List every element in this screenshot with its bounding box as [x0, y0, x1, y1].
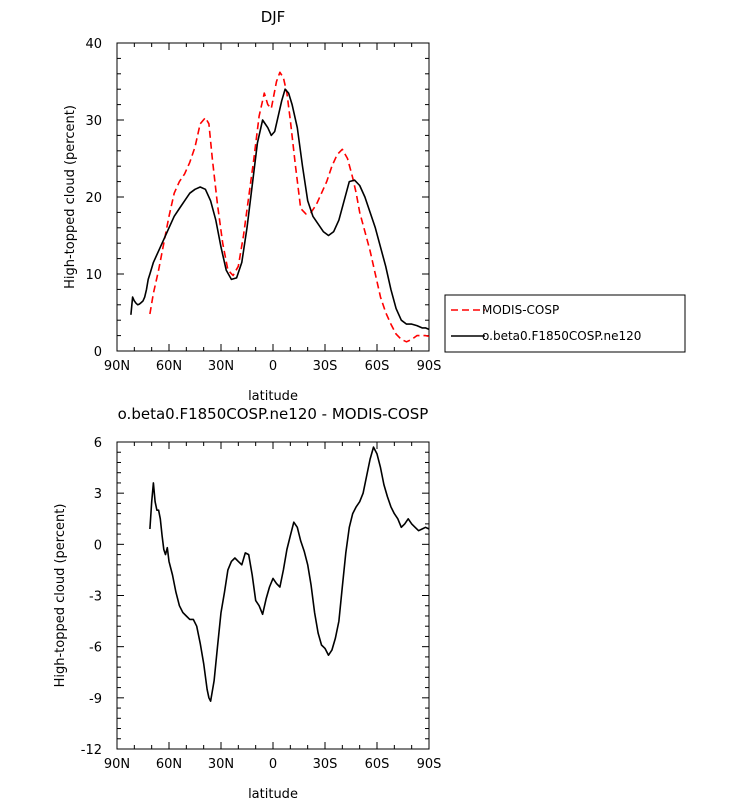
- panel2-x-axis-label: latitude: [248, 787, 298, 802]
- panel2-y-tick-label: -3: [89, 590, 102, 605]
- panel1-title: DJF: [261, 8, 286, 26]
- panel1-y-tick-label: 40: [85, 37, 102, 52]
- panel1-series-line-2: [130, 88, 430, 331]
- panel2-x-tick-label: 30S: [313, 757, 338, 772]
- panel1-y-tick-label: 10: [85, 268, 102, 283]
- panel2-y-axis-label: High-topped cloud (percent): [53, 504, 68, 688]
- panel1-x-tick-label: 0: [269, 359, 277, 374]
- panel2-x-tick-label: 90N: [104, 757, 130, 772]
- panel2-y-tick-label: 0: [94, 538, 102, 553]
- panel1-y-tick-label: 20: [85, 191, 102, 206]
- panel1-y-axis-label: High-topped cloud (percent): [63, 105, 78, 289]
- panel1-x-tick-label: 90S: [417, 359, 442, 374]
- panel1-x-tick-label: 30N: [208, 359, 234, 374]
- panel1-y-tick-label: 0: [94, 345, 102, 360]
- panel1-series-line-1: [149, 71, 430, 343]
- panel2-y-tick-label: 3: [94, 487, 102, 502]
- panel2-x-tick-label: 0: [269, 757, 277, 772]
- legend-entry-2: o.beta0.F1850COSP.ne120: [482, 329, 641, 343]
- panel1-x-tick-label: 90N: [104, 359, 130, 374]
- legend-box: [444, 294, 686, 353]
- panel2-plot-frame: [116, 441, 430, 750]
- panel2-y-tick-label: -6: [89, 641, 102, 656]
- panel2-x-tick-label: 30N: [208, 757, 234, 772]
- panel1-plot-frame: [116, 42, 430, 352]
- legend-entry-1: MODIS-COSP: [482, 303, 559, 317]
- panel2-x-tick-label: 60S: [365, 757, 390, 772]
- panel2-y-tick-label: 6: [94, 436, 102, 451]
- panel1-x-tick-label: 60S: [365, 359, 390, 374]
- panel2-x-tick-label: 60N: [156, 757, 182, 772]
- panel2-title: o.beta0.F1850COSP.ne120 - MODIS-COSP: [118, 405, 429, 423]
- panel2-x-tick-label: 90S: [417, 757, 442, 772]
- panel2-y-tick-label: -9: [89, 692, 102, 707]
- panel2-y-tick-label: -12: [81, 743, 102, 758]
- panel1-x-axis-label: latitude: [248, 389, 298, 404]
- panel1-x-tick-label: 60N: [156, 359, 182, 374]
- panel2-series-line-1: [149, 446, 430, 702]
- panel1-y-tick-label: 30: [85, 114, 102, 129]
- panel1-x-tick-label: 30S: [313, 359, 338, 374]
